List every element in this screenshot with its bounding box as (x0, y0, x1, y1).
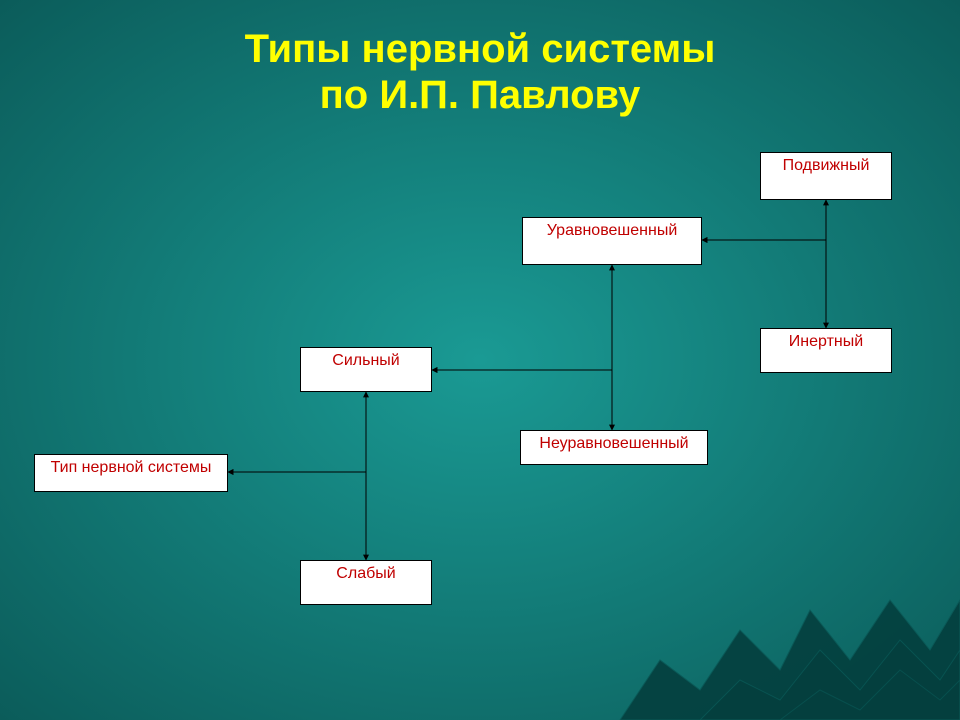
edge-strong-balanced (432, 265, 612, 370)
edge-strong-unbalanced (432, 370, 612, 430)
edge-root-weak (228, 472, 366, 560)
edge-balanced-inert (702, 240, 826, 328)
mountain-layer-0 (620, 600, 960, 720)
node-weak: Слабый (300, 560, 432, 605)
node-balanced: Уравновешенный (522, 217, 702, 265)
mountain-layer-2 (780, 670, 960, 720)
node-root: Тип нервной системы (34, 454, 228, 492)
slide-stage: Типы нервной системы по И.П. Павлову Тип… (0, 0, 960, 720)
node-unbalanced: Неуравновешенный (520, 430, 708, 465)
node-inert: Инертный (760, 328, 892, 373)
mountain-layer-1 (700, 640, 960, 720)
slide-title: Типы нервной системы по И.П. Павлову (0, 26, 960, 118)
node-mobile: Подвижный (760, 152, 892, 200)
edge-root-strong (228, 392, 366, 472)
node-strong: Сильный (300, 347, 432, 392)
edge-balanced-mobile (702, 200, 826, 240)
